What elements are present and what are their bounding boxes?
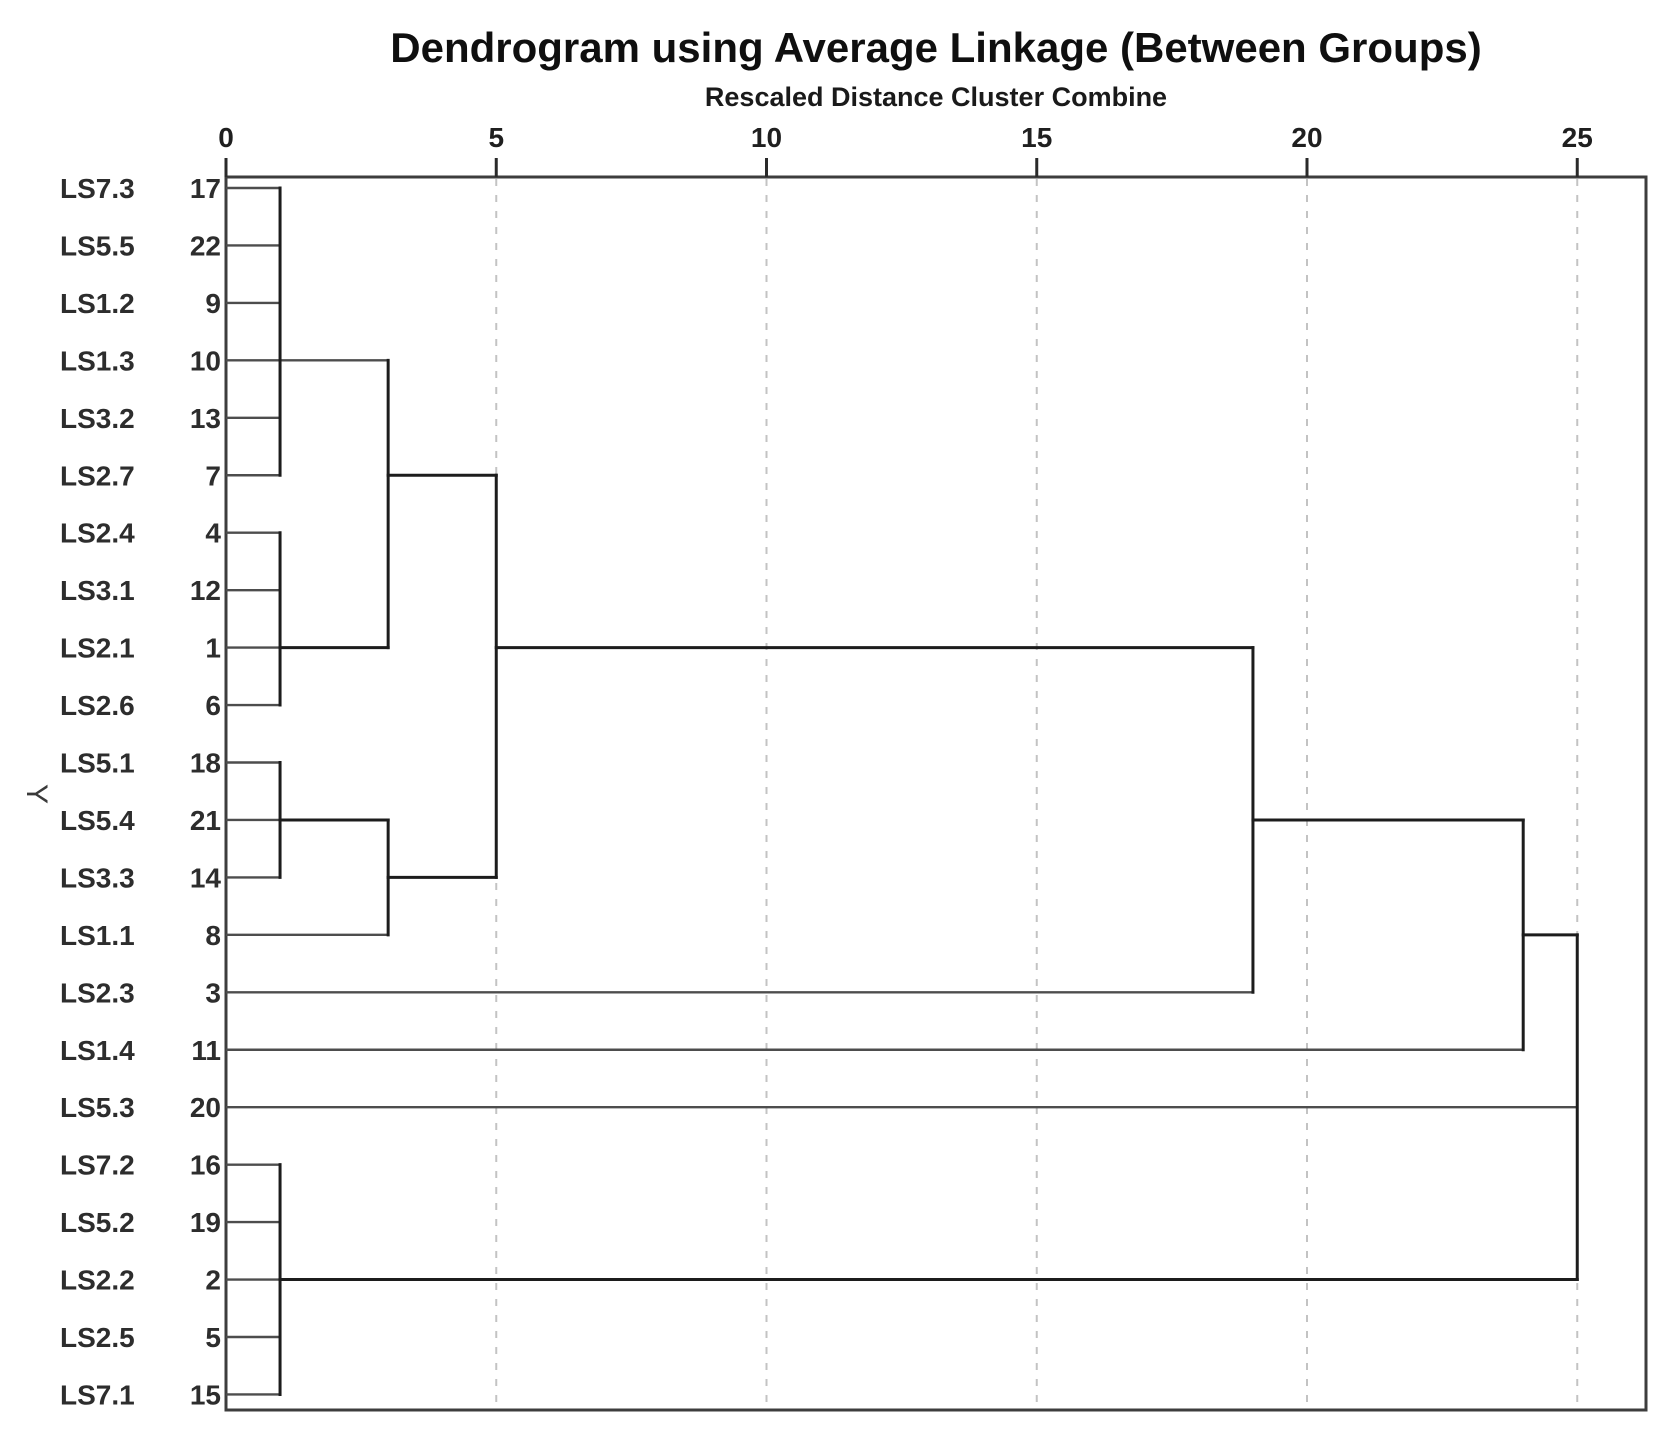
row-label: LS1.3 xyxy=(60,345,135,376)
case-number-label: 18 xyxy=(190,748,221,779)
case-number-label: 10 xyxy=(190,345,221,376)
case-number-label: 16 xyxy=(190,1150,221,1181)
case-number-label: 13 xyxy=(190,403,221,434)
axis-tick-label: 10 xyxy=(751,122,782,153)
row-label: LS5.4 xyxy=(60,805,135,836)
chart-title: Dendrogram using Average Linkage (Betwee… xyxy=(390,24,1482,71)
case-number-label: 17 xyxy=(190,173,221,204)
case-number-label: 8 xyxy=(205,920,221,951)
row-label: LS2.3 xyxy=(60,977,135,1008)
case-number-label: 20 xyxy=(190,1092,221,1123)
row-label: LS2.4 xyxy=(60,518,135,549)
case-number-label: 2 xyxy=(205,1265,221,1296)
row-label: LS5.2 xyxy=(60,1207,135,1238)
case-number-label: 15 xyxy=(190,1379,221,1410)
case-number-label: 9 xyxy=(205,288,221,319)
row-label: LS2.2 xyxy=(60,1265,135,1296)
case-number-label: 4 xyxy=(205,518,221,549)
case-number-label: 7 xyxy=(205,460,221,491)
axis-tick-label: 25 xyxy=(1562,122,1593,153)
plot-frame xyxy=(224,175,1648,1412)
axis-tick-label: 5 xyxy=(488,122,504,153)
row-label: LS7.3 xyxy=(60,173,135,204)
case-number-label: 14 xyxy=(190,862,222,893)
case-number-label: 11 xyxy=(191,1035,221,1066)
row-label: LS1.1 xyxy=(60,920,135,951)
row-label: LS2.5 xyxy=(60,1322,135,1353)
axis-tick-label: 15 xyxy=(1021,122,1052,153)
case-number-label: 5 xyxy=(205,1322,221,1353)
axis-tick-label: 20 xyxy=(1291,122,1322,153)
row-label: LS5.5 xyxy=(60,230,135,261)
case-number-label: 1 xyxy=(205,633,221,664)
row-label: LS2.1 xyxy=(60,633,135,664)
row-label: LS5.3 xyxy=(60,1092,135,1123)
axis-tick-label: 0 xyxy=(218,122,234,153)
row-label: LS3.2 xyxy=(60,403,135,434)
row-label: LS1.4 xyxy=(60,1035,135,1066)
row-label: LS3.3 xyxy=(60,862,135,893)
case-number-label: 21 xyxy=(190,805,221,836)
row-label: LS5.1 xyxy=(60,748,135,779)
row-label: LS7.1 xyxy=(60,1379,135,1410)
row-label: LS7.2 xyxy=(60,1150,135,1181)
row-label: LS3.1 xyxy=(60,575,135,606)
row-label: LS2.6 xyxy=(60,690,135,721)
row-label: LS1.2 xyxy=(60,288,135,319)
row-label: LS2.7 xyxy=(60,460,135,491)
case-number-label: 6 xyxy=(205,690,221,721)
case-number-label: 22 xyxy=(190,230,221,261)
case-number-label: 12 xyxy=(190,575,221,606)
chart-subtitle: Rescaled Distance Cluster Combine xyxy=(704,82,1168,112)
case-number-label: 19 xyxy=(190,1207,221,1238)
case-number-label: 3 xyxy=(205,977,221,1008)
